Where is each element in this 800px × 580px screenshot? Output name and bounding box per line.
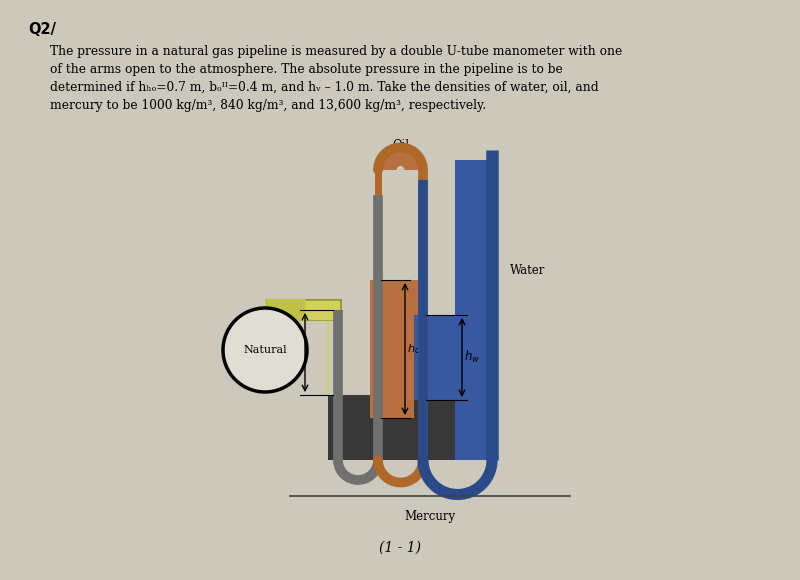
Wedge shape [382, 151, 419, 170]
Bar [455, 160, 496, 460]
Text: $h_w$: $h_w$ [464, 349, 480, 365]
Bar [370, 280, 427, 418]
Text: determined if hₕₒ=0.7 m, bₒᴵᴵ=0.4 m, and hᵥ – 1.0 m. Take the densities of water: determined if hₕₒ=0.7 m, bₒᴵᴵ=0.4 m, and… [50, 81, 598, 94]
Text: of the arms open to the atmosphere. The absolute pressure in the pipeline is to : of the arms open to the atmosphere. The … [50, 63, 562, 76]
Circle shape [223, 308, 307, 392]
Text: (1 - 1): (1 - 1) [379, 541, 421, 555]
Text: Mercury: Mercury [405, 510, 455, 523]
Bar [369, 418, 428, 460]
Text: Natural: Natural [243, 345, 287, 355]
Bar [327, 310, 329, 395]
Bar [414, 315, 457, 400]
Text: Water: Water [510, 263, 546, 277]
Text: Oil: Oil [392, 139, 409, 152]
FancyBboxPatch shape [307, 300, 341, 320]
Text: $h_{Hg}$: $h_{Hg}$ [282, 344, 302, 360]
Bar [414, 400, 497, 460]
Text: The pressure in a natural gas pipeline is measured by a double U-tube manometer : The pressure in a natural gas pipeline i… [50, 45, 622, 58]
Text: Q2/: Q2/ [28, 22, 56, 37]
Text: $h_{oil}$: $h_{oil}$ [407, 342, 425, 356]
Bar [328, 395, 382, 460]
Text: mercury to be 1000 kg/m³, 840 kg/m³, and 13,600 kg/m³, respectively.: mercury to be 1000 kg/m³, 840 kg/m³, and… [50, 99, 486, 112]
